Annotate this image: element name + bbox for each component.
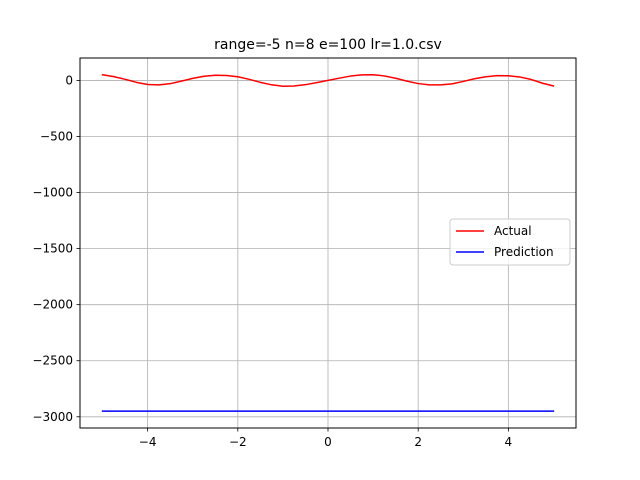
x-tick-label: 4 [505,435,513,449]
y-tick-label: −2500 [32,354,73,368]
x-tick-label: 0 [324,435,332,449]
legend-label-prediction: Prediction [494,245,554,259]
x-tick-label: −2 [229,435,247,449]
axis-ticks: −4 −2 0 2 4 0 −500 −1000 −1500 −2000 −2500 −3000 [32,73,512,449]
x-tick-label: 2 [414,435,422,449]
y-tick-label: 0 [65,73,73,87]
y-tick-label: −1500 [32,242,73,256]
y-tick-label: −1000 [32,186,73,200]
legend-label-actual: Actual [494,224,532,238]
y-tick-label: −2000 [32,298,73,312]
y-tick-label: −3000 [32,410,73,424]
series-layer [101,73,555,412]
series-line-actual [101,73,555,87]
chart-title: range=-5 n=8 e=100 lr=1.0.csv [214,37,442,53]
x-tick-label: −4 [139,435,157,449]
y-tick-label: −500 [40,129,73,143]
legend: Actual Prediction [449,218,571,266]
grid-lines [80,58,576,428]
